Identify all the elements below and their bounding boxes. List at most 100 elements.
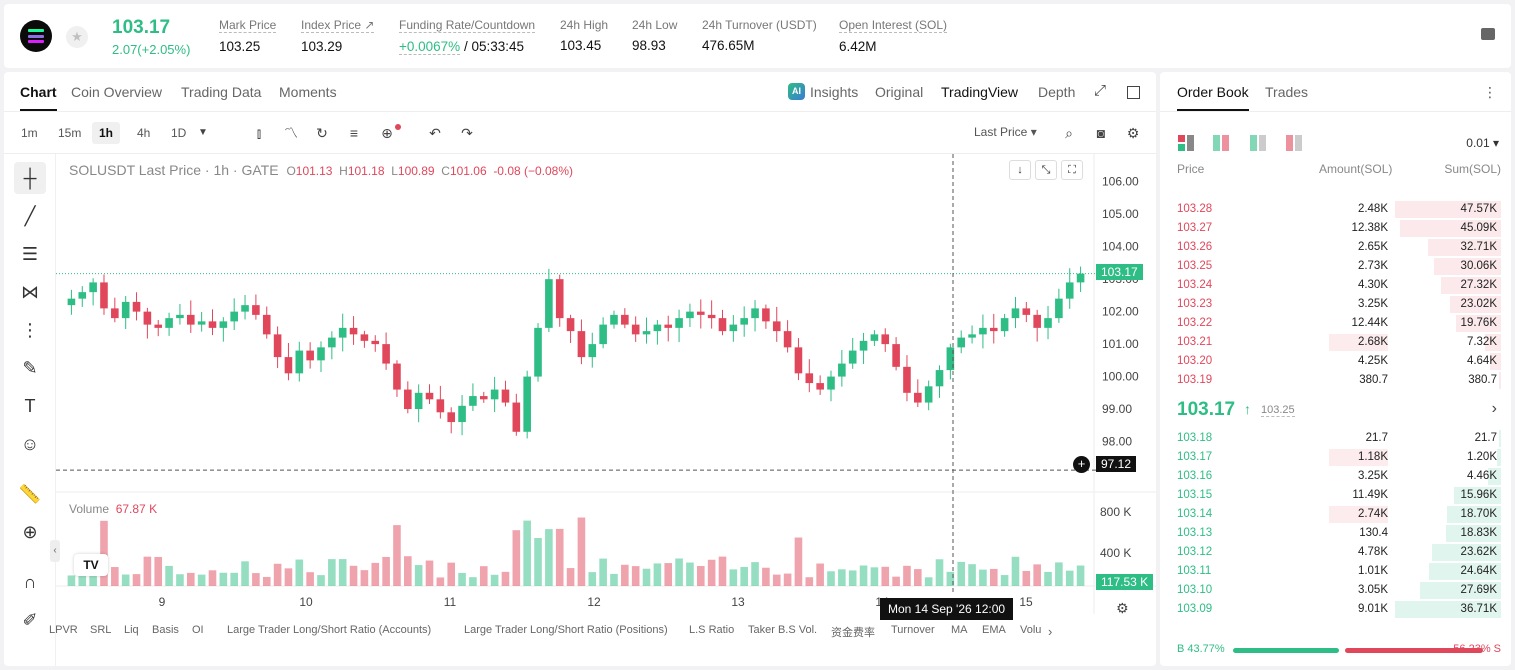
fullscreen-icon[interactable]: ⛶: [1061, 160, 1083, 180]
horizontal-lines-tool-icon[interactable]: ☰: [21, 244, 39, 264]
tab-order-book[interactable]: Order Book: [1177, 84, 1249, 111]
timeframe-1m[interactable]: 1m: [21, 126, 38, 140]
lock-tool-icon[interactable]: ✐: [22, 610, 38, 630]
tab-chart[interactable]: Chart: [20, 84, 57, 111]
ask-row[interactable]: 103.26 2.65K 32.71K: [1160, 238, 1511, 257]
bid-row[interactable]: 103.16 3.25K 4.46K: [1160, 467, 1511, 486]
zoom-in-tool-icon[interactable]: ⊕: [22, 522, 38, 542]
indicators-icon[interactable]: 〽: [284, 125, 298, 141]
search-icon[interactable]: ⌕: [1065, 125, 1073, 141]
candle: [317, 341, 325, 373]
ask-row[interactable]: 103.22 12.44K 19.76K: [1160, 314, 1511, 333]
ask-row[interactable]: 103.24 4.30K 27.32K: [1160, 276, 1511, 295]
candle: [414, 384, 423, 423]
tab-trades[interactable]: Trades: [1265, 84, 1309, 100]
expand-icon[interactable]: ⤢: [1094, 82, 1107, 99]
indicator-ma[interactable]: MA: [951, 624, 968, 636]
indicator-ltlsr-accounts[interactable]: Large Trader Long/Short Ratio (Accounts): [227, 624, 432, 636]
bid-row[interactable]: 103.12 4.78K 23.62K: [1160, 543, 1511, 562]
collapse-icon[interactable]: ⤡: [1035, 160, 1057, 180]
bid-row[interactable]: 103.14 2.74K 18.70K: [1160, 505, 1511, 524]
ask-row[interactable]: 103.28 2.48K 47.57K: [1160, 200, 1511, 219]
layout-asks-icon[interactable]: [1213, 135, 1229, 151]
stat-index-price[interactable]: Index Price ↗ 103.29: [301, 18, 375, 54]
add-alert-icon[interactable]: +: [1073, 456, 1090, 473]
book-icon[interactable]: [1481, 28, 1495, 40]
price-type-select[interactable]: Last Price ▾: [974, 125, 1037, 139]
bid-row[interactable]: 103.09 9.01K 36.71K: [1160, 600, 1511, 619]
candle-type-icon[interactable]: ⫾: [256, 125, 262, 141]
camera-icon[interactable]: ◙: [1096, 125, 1106, 141]
pattern-tool-icon[interactable]: ⋈: [21, 282, 39, 302]
more-options-icon[interactable]: ⋮: [1483, 84, 1497, 100]
ask-row[interactable]: 103.19 380.7 380.7: [1160, 371, 1511, 390]
window-icon[interactable]: [1127, 86, 1140, 99]
bid-row[interactable]: 103.17 1.18K 1.20K: [1160, 448, 1511, 467]
tab-coin-overview[interactable]: Coin Overview: [71, 84, 163, 100]
brush-tool-icon[interactable]: ✎: [22, 358, 38, 378]
trend-line-tool-icon[interactable]: ╱: [24, 206, 36, 226]
indicator-oi[interactable]: OI: [192, 624, 204, 636]
emoji-tool-icon[interactable]: ☺: [20, 434, 40, 454]
indicator-basis[interactable]: Basis: [152, 624, 179, 636]
indicator-funding-rate[interactable]: 资金费率: [831, 627, 875, 639]
layout-ratio-icon[interactable]: [1286, 135, 1302, 151]
indicator-liq[interactable]: Liq: [124, 624, 139, 636]
scale-settings-icon[interactable]: ⚙: [1116, 600, 1129, 616]
bid-row[interactable]: 103.10 3.05K 27.69K: [1160, 581, 1511, 600]
ruler-tool-icon[interactable]: 📏: [18, 484, 42, 504]
indicator-ltlsr-positions[interactable]: Large Trader Long/Short Ratio (Positions…: [464, 624, 668, 636]
tab-trading-data[interactable]: Trading Data: [181, 84, 262, 100]
layout-both-icon[interactable]: [1178, 135, 1194, 151]
text-tool-icon[interactable]: T: [24, 396, 36, 416]
volume-bar: [859, 565, 868, 586]
indicator-ema[interactable]: EMA: [982, 624, 1006, 636]
timeframe-15m[interactable]: 15m: [58, 126, 82, 140]
price-chart[interactable]: 106.00105.00104.00103.00102.00101.00100.…: [56, 154, 1156, 666]
timeframe-1h[interactable]: 1h: [92, 122, 121, 144]
bid-row[interactable]: 103.15 11.49K 15.96K: [1160, 486, 1511, 505]
indicator-taker-bs-vol[interactable]: Taker B.S Vol.: [748, 624, 818, 636]
crosshair-tool-icon[interactable]: ┼: [14, 162, 46, 194]
ask-row[interactable]: 103.23 3.25K 23.02K: [1160, 295, 1511, 314]
timeframe-4h[interactable]: 4h: [137, 126, 151, 140]
indicator-volume[interactable]: Volu: [1020, 624, 1042, 636]
tab-original[interactable]: Original: [875, 84, 924, 100]
ask-row[interactable]: 103.21 2.68K 7.32K: [1160, 333, 1511, 352]
ai-insights-icon[interactable]: AI: [788, 83, 805, 100]
layout-bids-icon[interactable]: [1250, 135, 1266, 151]
volume-bar: [903, 565, 911, 586]
chevron-right-icon[interactable]: ›: [1491, 400, 1497, 417]
indicator-ls-ratio[interactable]: L.S Ratio: [689, 624, 735, 636]
arrow-down-icon[interactable]: ↓: [1009, 160, 1031, 180]
indicator-lpvr[interactable]: LPVR: [49, 624, 78, 636]
redo-icon[interactable]: ↷: [461, 125, 473, 141]
tab-insights[interactable]: Insights: [810, 84, 859, 100]
indicator-turnover[interactable]: Turnover: [891, 624, 935, 636]
bid-row[interactable]: 103.18 21.7 21.7: [1160, 429, 1511, 448]
tab-depth[interactable]: Depth: [1038, 84, 1076, 100]
bid-row[interactable]: 103.13 130.4 18.83K: [1160, 524, 1511, 543]
tab-moments[interactable]: Moments: [279, 84, 337, 100]
add-indicator-icon[interactable]: ⊕: [381, 125, 393, 141]
templates-icon[interactable]: ≡: [349, 125, 359, 141]
tradingview-logo-icon[interactable]: TV: [74, 554, 108, 576]
ask-row[interactable]: 103.27 12.38K 45.09K: [1160, 219, 1511, 238]
indicators-next-icon[interactable]: ›: [1048, 624, 1053, 639]
replay-icon[interactable]: ↻: [316, 125, 328, 141]
timeframe-1d[interactable]: 1D: [171, 126, 187, 140]
timeframe-dropdown-icon[interactable]: ▼: [198, 127, 208, 138]
precision-select[interactable]: 0.01 ▾: [1466, 136, 1499, 150]
settings-gear-icon[interactable]: ⚙: [1126, 125, 1140, 141]
bid-row[interactable]: 103.11 1.01K 24.64K: [1160, 562, 1511, 581]
indicator-srl[interactable]: SRL: [90, 624, 112, 636]
ask-row[interactable]: 103.25 2.73K 30.06K: [1160, 257, 1511, 276]
magnet-tool-icon[interactable]: ∩: [23, 572, 37, 592]
fib-tool-icon[interactable]: ⋮: [21, 320, 39, 340]
row-amount: 4.30K: [1357, 279, 1388, 291]
tab-tradingview[interactable]: TradingView: [941, 84, 1019, 100]
collapse-left-icon[interactable]: ‹: [50, 540, 60, 562]
favorite-star-icon[interactable]: ★: [66, 26, 88, 48]
ask-row[interactable]: 103.20 4.25K 4.64K: [1160, 352, 1511, 371]
undo-icon[interactable]: ↶: [429, 125, 441, 141]
